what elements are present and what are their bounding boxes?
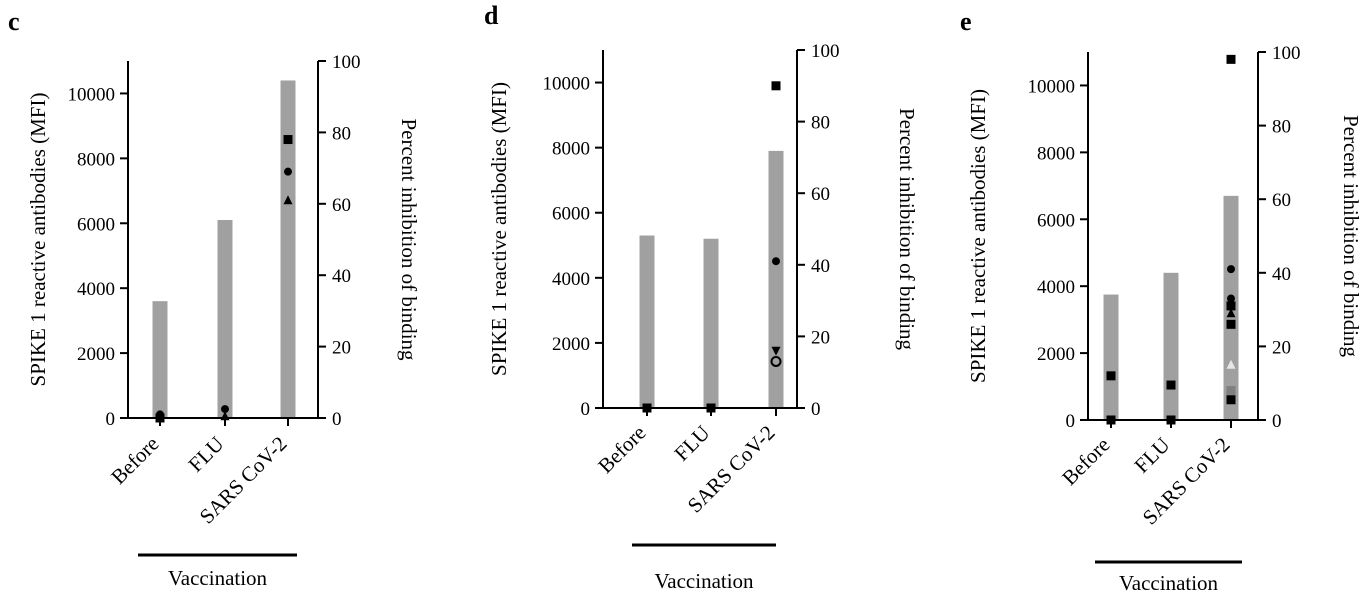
y-right-tick-label: 100 [1272,43,1301,64]
y-right-tick-label: 80 [332,123,351,144]
y-right-tick-label: 20 [811,327,830,348]
x-tick-label: FLU [1130,433,1175,478]
y-right-tick-label: 60 [811,184,830,205]
data-point-square [1226,386,1236,396]
data-point-square [1226,395,1236,405]
data-point-square [1106,371,1116,381]
group-label: Vaccination [654,569,754,593]
data-point-square [1226,319,1236,329]
data-point-circle [643,404,651,412]
y-right-tick-label: 40 [811,256,830,277]
y-left-tick-label: 2000 [77,344,115,365]
data-point-square [771,81,781,91]
data-point-circle [772,257,780,266]
y-left-tick-label: 4000 [1037,277,1075,298]
y-right-tick-label: 20 [1272,337,1291,358]
data-point-square [1226,301,1236,311]
data-point-square [1166,380,1176,390]
bar-flu [703,238,719,408]
y-right-tick-label: 80 [811,113,830,134]
data-point-circle [221,405,229,414]
data-point-triangle-down [771,346,781,356]
y-right-tick-label: 20 [332,338,351,359]
data-point-triangle [1226,308,1236,318]
y-left-tick-label: 10000 [68,84,116,105]
y-left-tick-label: 8000 [77,149,115,170]
y-left-tick-label: 2000 [1037,344,1075,365]
y-left-tick-label: 6000 [552,204,590,225]
x-tick-label: Before [106,432,163,489]
y-right-tick-label: 80 [1272,117,1291,138]
y-left-tick-label: 10000 [1028,76,1076,97]
y-right-axis-title: Percent inhibition of binding [895,108,919,351]
bar-sars-cov-2 [280,80,296,419]
y-left-axis-title: SPIKE 1 reactive antibodies (MFI) [966,89,990,383]
data-point-triangle [283,195,293,205]
data-point-circle [284,167,292,176]
y-left-tick-label: 2000 [552,334,590,355]
y-left-tick-label: 10000 [543,74,591,95]
y-left-axis-title: SPIKE 1 reactive antibodies (MFI) [487,82,511,376]
group-label: Vaccination [1119,571,1219,595]
chart-panel-e: e 0 2000 4000 6000 8000 10000 0 20 40 60 80 100 Befor… [960,7,1363,595]
data-point-circle [156,410,164,419]
panel-letter: e [960,7,972,36]
x-tick-label: FLU [184,432,229,477]
y-right-tick-label: 0 [332,409,342,430]
data-point-triangle [220,411,230,421]
x-tick-label: FLU [670,421,715,466]
bar-sars-cov-2 [768,150,784,408]
y-left-tick-label: 8000 [552,139,590,160]
data-point-circle [1167,416,1175,424]
y-left-axis-title: SPIKE 1 reactive antibodies (MFI) [26,93,50,387]
y-right-tick-label: 40 [332,266,351,287]
y-left-tick-label: 6000 [77,214,115,235]
y-right-tick-label: 0 [811,399,821,420]
y-right-tick-label: 100 [332,52,361,73]
data-point-circle [1227,294,1235,303]
data-point-circle [707,404,715,412]
y-left-tick-label: 8000 [1037,143,1075,164]
data-point-triangle [1226,359,1236,369]
y-right-tick-label: 60 [332,195,351,216]
bar-before [1103,294,1119,420]
y-right-tick-label: 40 [1272,264,1291,285]
y-left-tick-label: 4000 [77,279,115,300]
y-right-tick-label: 100 [811,41,840,62]
y-left-tick-label: 0 [106,409,116,430]
y-right-axis-title: Percent inhibition of binding [1339,115,1363,358]
data-point-open-circle [770,355,782,367]
panel-letter: c [8,7,20,36]
x-tick-label: Before [593,421,650,478]
data-point-square [283,135,293,145]
y-left-tick-label: 0 [581,399,591,420]
data-point-square [1226,54,1236,64]
y-right-tick-label: 60 [1272,190,1291,211]
y-right-axis-title: Percent inhibition of binding [397,118,421,361]
bar-before [639,235,655,408]
bar-before [152,301,168,418]
chart-panel-c: c 0 2000 4000 6000 8000 10000 0 20 40 60 80 100 Befor… [8,7,421,590]
data-point-circle [1107,416,1115,424]
x-tick-label: Before [1057,433,1114,490]
y-left-tick-label: 4000 [552,269,590,290]
bar-flu [217,220,233,418]
group-label: Vaccination [168,566,268,590]
chart-panel-d: d 0 2000 4000 6000 8000 10000 0 20 40 60 80 100 Befor… [484,1,919,593]
panel-letter: d [484,1,499,30]
y-right-tick-label: 0 [1272,411,1282,432]
y-left-tick-label: 6000 [1037,210,1075,231]
data-point-circle [1227,265,1235,274]
bar-flu [1163,272,1179,420]
y-left-tick-label: 0 [1066,411,1076,432]
